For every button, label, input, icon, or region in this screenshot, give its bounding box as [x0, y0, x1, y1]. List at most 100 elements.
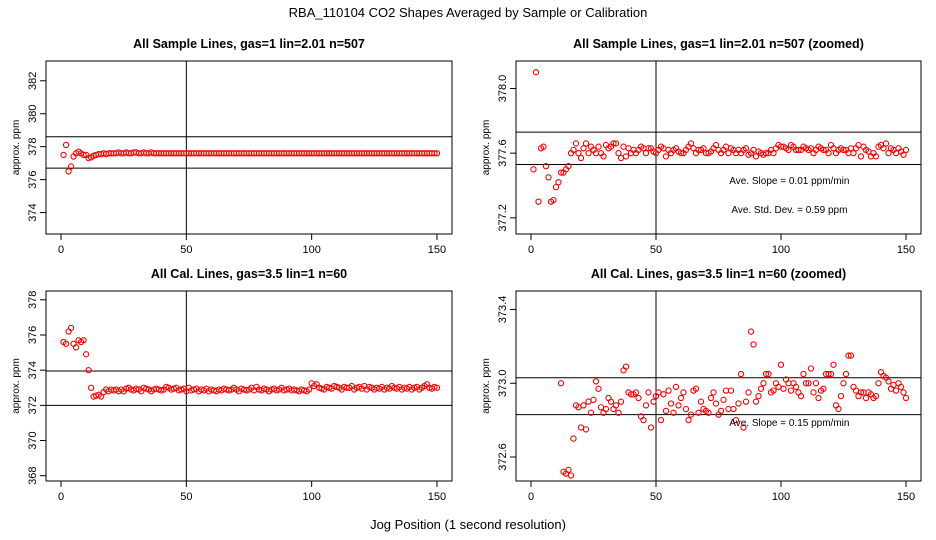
data-point: [835, 405, 842, 413]
y-axis-label: approx. ppm: [481, 358, 492, 414]
data-point: [640, 416, 647, 424]
data-point: [682, 405, 690, 413]
x-tick-label: 150: [428, 491, 446, 503]
data-point: [62, 340, 70, 347]
data-point: [845, 352, 852, 359]
data-point: [827, 370, 835, 378]
annotation-text: Ave. Std. Dev. = 0.59 ppm: [731, 205, 847, 216]
data-point: [885, 378, 892, 385]
data-point: [595, 385, 602, 392]
data-point: [665, 387, 672, 394]
plot-frame: [515, 290, 922, 482]
data-point: [677, 394, 685, 402]
panel-top-left: All Sample Lines, gas=1 lin=2.01 n=507 0 5…: [11, 37, 453, 256]
data-point: [642, 150, 650, 157]
data-point: [667, 400, 675, 407]
data-points: [60, 324, 441, 400]
data-point: [431, 150, 438, 157]
panel-bottom-left: All Cal. Lines, gas=3.5 lin=1 n=60 0 50 100…: [11, 267, 453, 503]
data-point: [87, 384, 95, 391]
data-point: [572, 140, 580, 147]
data-point: [727, 387, 735, 394]
data-point: [662, 407, 670, 415]
data-point: [742, 145, 750, 152]
data-point: [762, 150, 770, 157]
data-point: [645, 145, 652, 152]
data-points: [530, 69, 910, 205]
data-point: [587, 409, 595, 416]
x-tick-label: 0: [58, 244, 64, 256]
data-point: [760, 380, 767, 387]
data-point: [650, 398, 657, 405]
data-point: [752, 398, 760, 405]
data-point: [900, 151, 907, 158]
y-tick-label: 372.6: [497, 443, 509, 471]
data-point: [675, 402, 682, 409]
x-axis-label: Jog Position (1 second resolution): [370, 517, 566, 532]
data-point: [812, 380, 820, 387]
data-points: [60, 141, 441, 175]
data-point: [602, 405, 610, 413]
data-point: [695, 409, 702, 416]
plot-frame: [45, 60, 453, 235]
data-point: [765, 370, 772, 378]
data-point: [740, 424, 747, 431]
data-point: [900, 389, 907, 396]
data-point: [807, 365, 815, 372]
data-point: [825, 370, 832, 378]
data-point: [660, 391, 667, 398]
data-point: [795, 146, 802, 154]
y-tick-label: 376: [27, 170, 39, 188]
data-point: [770, 387, 777, 394]
x-tick-label: 50: [650, 491, 662, 503]
data-point: [692, 385, 700, 392]
data-point: [657, 416, 665, 424]
data-point: [750, 341, 757, 348]
data-point: [850, 150, 857, 157]
data-point: [757, 385, 765, 392]
y-tick-label: 372: [27, 396, 39, 414]
y-tick-label: 378.0: [497, 75, 509, 103]
data-point: [597, 404, 605, 411]
y-tick-label: 373.4: [497, 296, 509, 324]
data-point: [902, 394, 910, 402]
y-axis-label: approx. ppm: [11, 120, 22, 176]
data-point: [840, 146, 847, 154]
y-tick-label: 378: [27, 291, 39, 309]
data-point: [612, 140, 620, 147]
data-point: [433, 384, 441, 391]
data-point: [902, 146, 910, 154]
data-points: [557, 328, 910, 479]
data-point: [825, 150, 832, 157]
data-point: [60, 151, 67, 159]
y-tick-label: 376: [27, 326, 39, 344]
data-point: [642, 402, 650, 409]
data-point: [662, 153, 670, 160]
data-point: [720, 396, 727, 403]
data-point: [567, 472, 575, 479]
x-tick-label: 100: [302, 491, 320, 503]
x-tick-label: 50: [180, 491, 192, 503]
y-tick-label: 368: [27, 467, 39, 485]
data-point: [785, 146, 792, 154]
x-tick-label: 150: [428, 244, 446, 256]
data-point: [710, 389, 717, 396]
data-point: [680, 389, 687, 396]
data-point: [837, 392, 845, 400]
data-point: [712, 400, 720, 407]
data-point: [707, 394, 715, 402]
y-tick-label: 378: [27, 137, 39, 155]
data-point: [565, 162, 572, 170]
data-point: [577, 424, 585, 431]
data-point: [735, 400, 742, 407]
data-point: [847, 352, 855, 359]
data-point: [607, 398, 615, 405]
data-point: [730, 405, 737, 413]
data-point: [85, 367, 92, 374]
data-point: [615, 150, 622, 157]
annotation-text: Ave. Slope = 0.15 ppm/min: [729, 418, 849, 429]
x-tick-label: 0: [528, 244, 534, 256]
data-point: [555, 179, 562, 186]
data-point: [590, 396, 597, 403]
data-point: [67, 324, 75, 332]
